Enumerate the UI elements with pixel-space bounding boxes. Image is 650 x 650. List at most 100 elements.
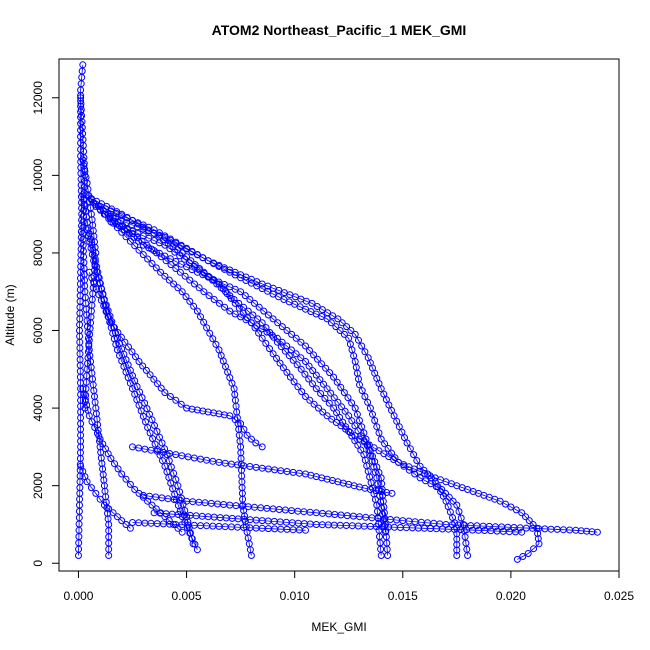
data-point bbox=[274, 319, 282, 327]
data-point bbox=[309, 367, 317, 375]
data-point bbox=[269, 290, 277, 298]
data-point bbox=[338, 403, 345, 411]
data-point bbox=[150, 247, 158, 255]
data-point bbox=[312, 371, 320, 379]
data-point bbox=[323, 412, 331, 420]
data-point bbox=[347, 327, 355, 334]
data-point bbox=[314, 355, 321, 363]
data-point bbox=[327, 319, 335, 327]
data-point bbox=[410, 451, 418, 459]
data-point bbox=[146, 371, 154, 379]
data-point bbox=[109, 509, 117, 517]
data-point bbox=[297, 354, 305, 362]
data-point bbox=[136, 388, 144, 396]
data-point bbox=[242, 277, 250, 284]
data-point bbox=[337, 422, 345, 430]
data-point bbox=[348, 399, 356, 407]
data-point bbox=[177, 260, 185, 268]
data-point bbox=[165, 276, 173, 284]
data-point bbox=[254, 315, 262, 323]
series-layer bbox=[75, 61, 601, 563]
data-point bbox=[449, 497, 457, 505]
data-point bbox=[161, 233, 169, 241]
data-point bbox=[268, 331, 276, 339]
data-point bbox=[186, 297, 194, 305]
data-point bbox=[195, 284, 203, 292]
data-point bbox=[502, 500, 509, 508]
data-point bbox=[255, 329, 263, 337]
data-point bbox=[135, 246, 143, 254]
data-point bbox=[143, 405, 151, 413]
data-point bbox=[118, 517, 126, 525]
data-point bbox=[371, 417, 379, 424]
data-point bbox=[377, 435, 385, 443]
data-point bbox=[131, 377, 139, 385]
data-point bbox=[215, 299, 223, 307]
data-point bbox=[273, 338, 281, 346]
data-point bbox=[162, 257, 170, 265]
data-point bbox=[107, 319, 115, 327]
data-point bbox=[79, 61, 87, 69]
data-point bbox=[333, 378, 341, 386]
data-point bbox=[326, 369, 334, 377]
series-1 bbox=[77, 94, 113, 559]
series-13 bbox=[79, 385, 186, 536]
series-4 bbox=[83, 226, 197, 548]
data-point bbox=[189, 540, 197, 548]
series-line bbox=[95, 206, 386, 533]
data-point bbox=[260, 307, 268, 315]
data-point bbox=[332, 323, 340, 331]
data-point bbox=[157, 384, 165, 392]
series-15 bbox=[129, 443, 396, 497]
data-point bbox=[292, 350, 300, 358]
series-7 bbox=[90, 199, 392, 559]
data-point bbox=[212, 340, 220, 348]
data-point bbox=[188, 248, 196, 256]
data-point bbox=[161, 272, 169, 280]
data-point bbox=[288, 330, 296, 338]
data-point bbox=[193, 251, 201, 259]
data-point bbox=[153, 427, 161, 435]
data-point bbox=[186, 276, 194, 284]
data-point bbox=[172, 239, 180, 247]
data-point bbox=[351, 404, 359, 412]
series-10 bbox=[100, 210, 472, 559]
data-point bbox=[496, 497, 504, 505]
data-point bbox=[269, 350, 277, 358]
data-point bbox=[172, 396, 180, 404]
data-point bbox=[318, 360, 325, 368]
data-point bbox=[530, 545, 538, 553]
data-point bbox=[351, 432, 359, 440]
data-point bbox=[346, 429, 354, 436]
data-point bbox=[118, 470, 126, 478]
data-point bbox=[262, 339, 270, 347]
data-point bbox=[206, 329, 214, 337]
data-point bbox=[88, 274, 96, 282]
data-point bbox=[289, 356, 297, 364]
data-point bbox=[445, 493, 453, 501]
data-point bbox=[534, 535, 542, 543]
data-point bbox=[223, 290, 231, 298]
data-point bbox=[292, 334, 300, 342]
data-point bbox=[205, 273, 213, 281]
series-line bbox=[93, 202, 388, 556]
data-point bbox=[583, 527, 591, 535]
data-point bbox=[442, 489, 449, 497]
data-point bbox=[432, 483, 440, 491]
series-line bbox=[78, 64, 84, 556]
data-point bbox=[176, 488, 184, 496]
y-tick-label: 6000 bbox=[31, 317, 45, 344]
data-point bbox=[278, 323, 286, 331]
data-point bbox=[323, 315, 331, 323]
data-point bbox=[354, 427, 362, 435]
data-point bbox=[209, 335, 217, 343]
data-point bbox=[85, 412, 93, 420]
data-point bbox=[329, 312, 337, 320]
data-point bbox=[438, 486, 446, 493]
data-point bbox=[166, 255, 174, 263]
data-point bbox=[243, 314, 251, 322]
data-point bbox=[139, 241, 147, 249]
data-point bbox=[240, 425, 248, 433]
data-point bbox=[186, 259, 193, 267]
